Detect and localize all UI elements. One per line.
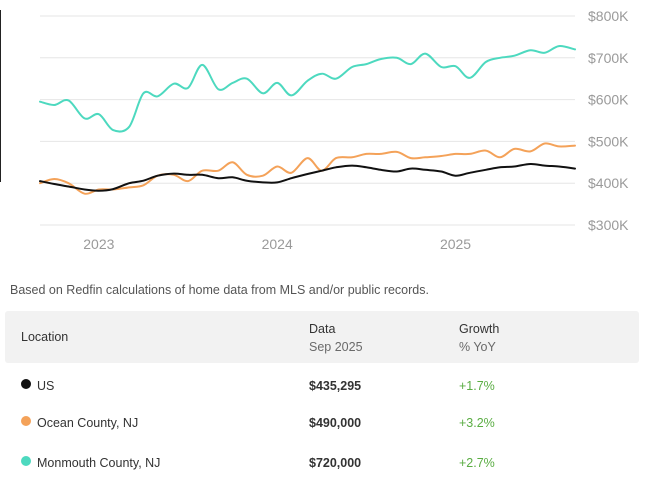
series-line-monmouth-county-nj: [39, 45, 576, 133]
legend-dot-monmouth: [21, 456, 31, 466]
series-line-ocean-county-nj: [39, 142, 576, 195]
header-data-period: Sep 2025: [309, 340, 363, 354]
y-tick-label: $400K: [588, 175, 629, 191]
y-tick-label: $700K: [588, 50, 629, 66]
x-tick-label: 2023: [83, 236, 114, 252]
source-note: Based on Redfin calculations of home dat…: [10, 283, 429, 297]
header-growth-unit: % YoY: [459, 340, 496, 354]
x-tick-label: 2025: [440, 236, 471, 252]
row-value: $490,000: [309, 416, 362, 430]
table-row-ocean: Ocean County, NJ $490,000 +3.2%: [5, 409, 639, 447]
header-data-label: Data: [309, 322, 336, 336]
table-header: Location Data Sep 2025 Growth % YoY: [5, 311, 639, 363]
row-growth: +1.7%: [459, 379, 495, 393]
row-value: $435,295: [309, 379, 362, 393]
series-line-us: [39, 162, 576, 192]
row-growth: +3.2%: [459, 416, 495, 430]
y-tick-label: $500K: [588, 133, 629, 149]
table-row-monmouth: Monmouth County, NJ $720,000 +2.7%: [5, 447, 639, 485]
row-value: $720,000: [309, 456, 362, 470]
x-tick-label: 2024: [262, 236, 293, 252]
left-edge-rule: [0, 10, 1, 182]
header-growth: Growth % YoY: [459, 322, 499, 354]
legend-dot-us: [21, 379, 31, 389]
header-data: Data Sep 2025: [309, 322, 363, 354]
data-table: Location Data Sep 2025 Growth % YoY US $…: [5, 311, 639, 485]
legend-dot-ocean: [21, 416, 31, 426]
y-tick-label: $800K: [588, 8, 629, 24]
header-location: Location: [21, 330, 69, 344]
row-location: Monmouth County, NJ: [37, 456, 161, 470]
y-tick-label: $300K: [588, 217, 629, 233]
header-growth-label: Growth: [459, 322, 500, 336]
row-growth: +2.7%: [459, 456, 495, 470]
price-line-chart: $800K $700K $600K $500K $400K $300K 2023 2024 20…: [39, 8, 629, 252]
row-location: US: [37, 379, 55, 393]
row-location: Ocean County, NJ: [37, 416, 139, 430]
table-row-us: US $435,295 +1.7%: [5, 371, 639, 409]
y-tick-label: $600K: [588, 92, 629, 108]
